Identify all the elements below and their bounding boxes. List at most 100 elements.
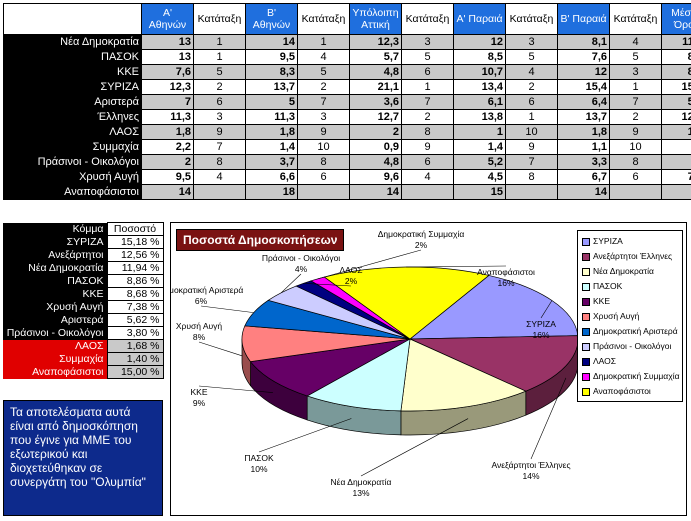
percentage-cell: 8,1 xyxy=(557,34,610,50)
rank-cell: 2 xyxy=(505,79,558,95)
legend-label: Χρυσή Αυγή xyxy=(593,311,640,321)
legend-item: Ανεξάρτητοι Έλληνες xyxy=(582,251,672,261)
percentage-cell: 9,5 xyxy=(245,49,298,65)
rank-cell xyxy=(401,184,454,200)
rank-cell: 5 xyxy=(297,64,350,80)
legend-swatch xyxy=(582,237,590,246)
percentage-cell: 9,5 xyxy=(141,169,194,185)
percentage-cell: 12 xyxy=(557,64,610,80)
rank-cell: 2 xyxy=(297,79,350,95)
party-name-cell: ΠΑΣΟΚ xyxy=(3,49,142,65)
slice-leader-line xyxy=(198,385,273,393)
percentage-cell: 15 xyxy=(453,184,506,200)
legend-item: Δημοκρατική Συμμαχία xyxy=(582,371,680,381)
column-header: Μέσος Όρος xyxy=(661,3,691,35)
party-name-cell: ΣΥΡΙΖΑ xyxy=(3,79,142,95)
poll-results-table: Α' Αθηνών Κατάταξη Β' Αθηνών Κατάταξη Υπόλοι… xyxy=(3,3,691,200)
summary-row: Ανεξάρτητοι 12,56 % xyxy=(3,248,164,262)
rank-cell: 3 xyxy=(609,64,662,80)
legend-item: ΠΑΣΟΚ xyxy=(582,281,622,291)
percentage-cell: 14 xyxy=(245,34,298,50)
rank-cell: 6 xyxy=(609,169,662,185)
percentage-cell: 2 xyxy=(349,124,402,140)
legend-label: ΠΑΣΟΚ xyxy=(593,281,623,291)
rank-cell: 1 xyxy=(297,34,350,50)
rank-cell: 3 xyxy=(505,34,558,50)
rank-cell: 6 xyxy=(505,94,558,110)
percentage-cell: 6,4 xyxy=(557,94,610,110)
party-name-cell: Νέα Δημοκρατία xyxy=(3,34,142,50)
percentage-cell: 1,8 xyxy=(245,124,298,140)
legend-label: Δημοκρατική Συμμαχία xyxy=(593,371,680,381)
slice-label: ΣΥΡΙΖΑ 16% xyxy=(526,319,556,340)
rank-cell: 5 xyxy=(401,49,454,65)
legend-item: ΚΚΕ xyxy=(582,296,610,306)
rank-cell: 1 xyxy=(193,34,246,50)
rank-cell: 10 xyxy=(609,139,662,155)
legend-label: Αναποφάσιστοι xyxy=(593,386,651,396)
column-header: Κατάταξη xyxy=(609,3,662,35)
summary-party-label: ΛΑΟΣ xyxy=(3,339,107,353)
rank-cell: 8 xyxy=(609,154,662,170)
rank-cell: 1 xyxy=(609,79,662,95)
legend-item: ΛΑΟΣ xyxy=(582,356,616,366)
pie-chart: ΣΥΡΙΖΑ 16% Ανεξάρτητοι Έλληνες 14% Νέα Δημοκ… xyxy=(171,229,579,498)
summary-party-label: Ανεξάρτητοι xyxy=(3,248,107,262)
chart-title: Ποσοστά Δημοσκοπήσεων xyxy=(176,229,345,251)
percentage-cell: 12,3 xyxy=(141,79,194,95)
percentage-cell: 1,4 xyxy=(453,139,506,155)
percentage-cell: 5,7 xyxy=(349,49,402,65)
percentage-cell: 14 xyxy=(349,184,402,200)
average-cell: 11,94 xyxy=(661,34,691,50)
slice-label: Αναποφάσιστοι 16% xyxy=(477,267,535,288)
summary-party-label: Νέα Δημοκρατία xyxy=(3,261,107,275)
percentage-cell: 5,2 xyxy=(453,154,506,170)
party-name-cell: Αναποφάσιστοι xyxy=(3,184,142,200)
percentage-cell: 3,7 xyxy=(245,154,298,170)
summary-row: ΠΑΣΟΚ 8,86 % xyxy=(3,274,164,288)
rank-cell: 6 xyxy=(193,94,246,110)
percentage-cell: 12,7 xyxy=(349,109,402,125)
summary-row: Αριστερά 5,62 % xyxy=(3,313,164,327)
percentage-cell: 1,8 xyxy=(141,124,194,140)
rank-cell xyxy=(505,184,558,200)
slice-leader-line xyxy=(540,300,553,319)
average-cell: 5,62 xyxy=(661,94,691,110)
percentage-cell: 12,3 xyxy=(349,34,402,50)
summary-party-label: ΚΚΕ xyxy=(3,287,107,301)
percentage-cell: 11,3 xyxy=(141,109,194,125)
percentage-cell: 13,7 xyxy=(245,79,298,95)
column-header: Κατάταξη xyxy=(505,3,558,35)
rank-cell: 8 xyxy=(401,124,454,140)
party-name-cell: Πράσινοι - Οικολόγοι xyxy=(3,154,142,170)
party-name-cell: ΚΚΕ xyxy=(3,64,142,80)
legend-swatch xyxy=(582,357,590,366)
rank-cell: 9 xyxy=(401,139,454,155)
percentage-cell: 6,1 xyxy=(453,94,506,110)
pie-slice xyxy=(249,338,411,397)
legend-label: Πράσινοι - Οικολόγοι xyxy=(593,341,672,351)
percentage-cell: 10,7 xyxy=(453,64,506,80)
rank-cell: 3 xyxy=(193,109,246,125)
percentage-cell: 2 xyxy=(141,154,194,170)
slice-label: Δημοκρατική Συμμαχία 2% xyxy=(378,229,465,250)
summary-percentage: 15,00 % xyxy=(106,365,164,379)
summary-row: Πράσινοι - Οικολόγοι 3,80 % xyxy=(3,326,164,340)
legend-swatch xyxy=(582,267,590,276)
percentage-cell: 3,6 xyxy=(349,94,402,110)
percentage-cell: 8,5 xyxy=(453,49,506,65)
percentage-cell: 9,6 xyxy=(349,169,402,185)
percentage-cell: 4,5 xyxy=(453,169,506,185)
percentage-cell: 5 xyxy=(245,94,298,110)
slice-label: Πράσινοι - Οικολόγοι 4% xyxy=(262,253,340,274)
legend-swatch xyxy=(582,282,590,291)
rank-cell: 4 xyxy=(505,64,558,80)
column-header: Β' Αθηνών xyxy=(245,3,298,35)
rank-cell: 6 xyxy=(401,64,454,80)
